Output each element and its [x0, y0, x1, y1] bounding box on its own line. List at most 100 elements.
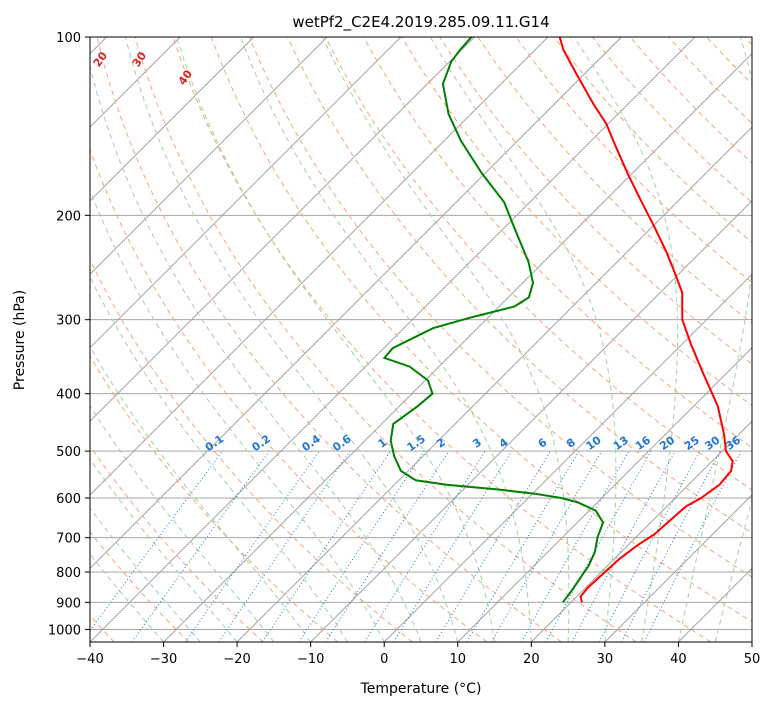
x-tick-label: −10	[297, 652, 324, 667]
y-tick-label: 100	[56, 31, 81, 46]
mixing-ratio-label: 6	[536, 436, 550, 451]
mixing-ratio-line	[393, 450, 513, 642]
profile-lines	[382, 37, 734, 603]
y-tick-label: 700	[56, 532, 81, 547]
plot-frame	[89, 36, 753, 643]
dry-adiabat-line	[210, 37, 752, 623]
dry-adiabat-line	[629, 37, 752, 164]
dewpoint-profile-line	[382, 37, 605, 603]
isotherm-line	[90, 37, 622, 570]
dry-adiabat-line	[401, 37, 752, 407]
mixing-ratio-line	[643, 450, 742, 642]
y-tick-label: 1000	[48, 623, 81, 638]
mixing-ratio-label: 10	[584, 433, 604, 453]
moist-adiabat-line	[90, 553, 164, 642]
mixing-ratio-line	[218, 450, 351, 642]
x-tick-label: −40	[76, 652, 103, 667]
moist-adiabat-line	[573, 37, 679, 642]
x-axis-label: Temperature (°C)	[360, 681, 482, 697]
mixing-ratio-line	[435, 450, 551, 642]
mixing-ratio-line	[262, 450, 391, 642]
mixing-ratio-label: 13	[611, 434, 631, 453]
mixing-ratio-line	[571, 450, 676, 642]
background-lines	[90, 37, 752, 642]
dry-adiabat-line	[90, 355, 339, 642]
x-tick-label: 10	[450, 652, 467, 667]
mixing-ratio-line	[545, 450, 652, 642]
moist-adiabat-line	[90, 507, 201, 642]
x-tick-label: 20	[523, 652, 540, 667]
isotherm-line	[90, 37, 549, 496]
mixing-ratio-line	[325, 450, 450, 642]
dry-adiabat-line	[668, 37, 752, 125]
mixing-ratio-line	[364, 450, 486, 642]
y-axis: 100 200 300 400 500 600 700 800 900 1000	[48, 31, 90, 638]
x-tick-label: 30	[597, 652, 614, 667]
dry-adiabat-line	[286, 37, 752, 534]
x-tick-label: 40	[670, 652, 687, 667]
moist-adiabat-line	[322, 37, 570, 642]
dry-adiabat-line	[477, 37, 752, 324]
dry-adiabat-line	[248, 37, 752, 578]
isotherm-line	[530, 420, 752, 642]
dry-adiabat-label: 30	[130, 49, 150, 69]
y-tick-label: 400	[56, 388, 81, 403]
isotherm-line	[90, 37, 475, 422]
isotherm-line	[751, 641, 752, 642]
mixing-ratio-line	[598, 450, 701, 642]
mixing-ratio-label: 2	[434, 436, 448, 451]
temperature-profile-line	[558, 37, 734, 603]
moist-adiabat-line	[714, 498, 752, 642]
mixing-ratio-line	[521, 450, 630, 642]
y-tick-label: 300	[56, 314, 81, 329]
y-tick-label: 200	[56, 209, 81, 224]
y-tick-label: 900	[56, 596, 81, 611]
mixing-ratio-line	[621, 450, 721, 642]
mixing-ratio-label: 25	[682, 434, 702, 453]
x-tick-label: 50	[744, 652, 761, 667]
x-tick-label: −30	[150, 652, 177, 667]
moist-adiabat-line	[240, 37, 532, 642]
dry-adiabat-line	[706, 37, 752, 85]
moist-adiabat-line	[677, 37, 752, 642]
isotherm-line	[90, 37, 696, 642]
x-tick-label: 0	[380, 652, 388, 667]
mixing-ratio-label: 30	[702, 433, 722, 453]
isotherm-line	[457, 347, 752, 642]
dry-adiabat-line	[96, 37, 562, 642]
isotherm-line	[90, 37, 402, 349]
dry-adiabat-line	[744, 37, 752, 46]
moist-adiabat-line	[90, 188, 385, 642]
x-tick-label: −20	[223, 652, 250, 667]
isotherm-line	[90, 37, 328, 275]
isotherm-line	[678, 567, 752, 642]
dry-adiabat-line	[439, 37, 752, 365]
moist-adiabat-line	[429, 37, 617, 642]
mixing-ratio-label: 20	[657, 433, 677, 453]
mixing-ratio-label: 3	[470, 436, 484, 451]
dry-adiabat-line	[134, 37, 637, 642]
moist-adiabat-line	[176, 37, 496, 642]
y-tick-label: 800	[56, 566, 81, 581]
dry-adiabat-line	[90, 258, 413, 642]
moist-adiabat-line	[125, 37, 459, 642]
mixing-ratio-label: 4	[497, 436, 511, 451]
isotherm-line	[604, 494, 752, 642]
dry-adiabat-line	[515, 37, 752, 284]
y-tick-label: 500	[56, 445, 81, 460]
mixing-ratio-line	[298, 450, 425, 642]
mixing-ratio-line	[466, 450, 580, 642]
dry-adiabat-line	[90, 445, 264, 642]
mixing-ratio-line	[185, 450, 320, 642]
moist-adiabat-line	[90, 275, 348, 642]
moist-adiabat-line	[90, 458, 238, 642]
isotherm-line	[310, 200, 752, 642]
dry-adiabat-label: 20	[91, 49, 111, 69]
dry-adiabat-line	[90, 148, 488, 642]
moist-adiabat-line	[90, 64, 422, 642]
moist-adiabat-line	[90, 345, 312, 642]
isotherm-line	[236, 126, 752, 642]
mixing-ratio-line	[131, 450, 270, 642]
dry-adiabat-line	[172, 37, 712, 642]
